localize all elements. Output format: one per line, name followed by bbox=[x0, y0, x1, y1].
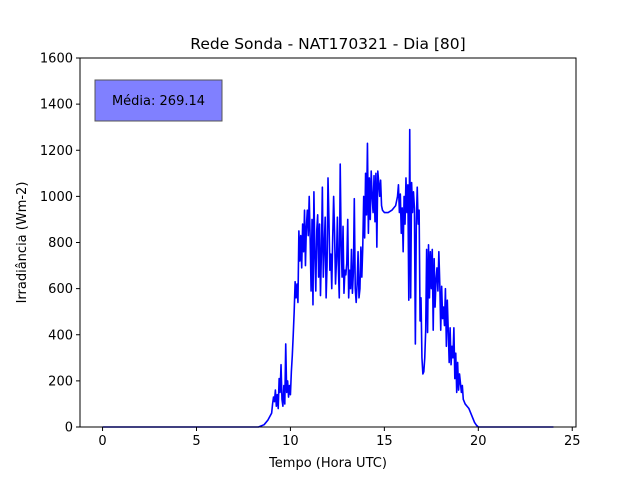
x-tick-label: 10 bbox=[282, 434, 299, 449]
y-tick-label: 200 bbox=[48, 374, 73, 389]
y-tick-label: 1400 bbox=[40, 98, 73, 113]
x-tick-label: 25 bbox=[564, 434, 581, 449]
series-layer bbox=[102, 128, 554, 428]
plot-area: Média: 269.14 bbox=[79, 57, 577, 428]
y-tick-label: 600 bbox=[48, 282, 73, 297]
chart-title: Rede Sonda - NAT170321 - Dia [80] bbox=[190, 35, 465, 53]
y-axis-label: Irradiância (Wm-2) bbox=[15, 182, 30, 304]
y-axis: 0 200 400 600 800 1000 1200 1400 1600 bbox=[40, 52, 80, 436]
annotation-text: Média: 269.14 bbox=[112, 94, 205, 109]
series-line-0 bbox=[102, 128, 554, 428]
x-axis: 0 5 10 15 20 25 bbox=[98, 427, 581, 449]
y-tick-label: 1600 bbox=[40, 52, 73, 67]
y-tick-label: 400 bbox=[48, 328, 73, 343]
annotation-box bbox=[94, 79, 223, 122]
x-axis-label: Tempo (Hora UTC) bbox=[268, 456, 387, 471]
x-tick-label: 5 bbox=[192, 434, 200, 449]
y-tick-label: 800 bbox=[48, 236, 73, 251]
y-tick-label: 1200 bbox=[40, 144, 73, 159]
x-tick-label: 15 bbox=[376, 434, 393, 449]
y-tick-label: 1000 bbox=[40, 190, 73, 205]
annotation: Média: 269.14 bbox=[94, 79, 223, 122]
y-tick-label: 0 bbox=[65, 421, 73, 436]
x-tick-label: 20 bbox=[470, 434, 487, 449]
x-tick-label: 0 bbox=[98, 434, 106, 449]
